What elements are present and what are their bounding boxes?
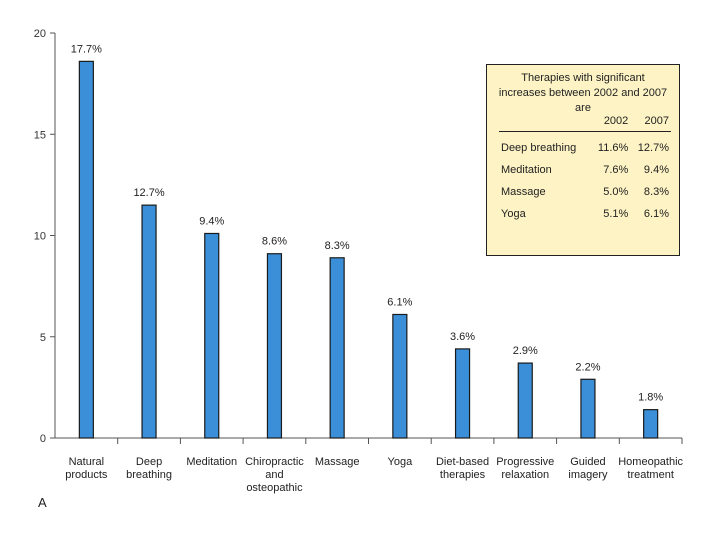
inset-header-row: 2002 2007 bbox=[499, 115, 671, 132]
inset-cell-2002: 7.6% bbox=[603, 164, 629, 176]
data-label: 8.3% bbox=[325, 240, 350, 252]
y-tick-label: 20 bbox=[34, 28, 46, 40]
inset-cell-2002: 5.0% bbox=[603, 186, 629, 198]
bar bbox=[141, 204, 157, 439]
bar bbox=[266, 253, 283, 439]
bar bbox=[329, 257, 345, 439]
bar bbox=[517, 362, 533, 439]
category-label: Progressive bbox=[496, 456, 554, 468]
inset-cell-therapy: Deep breathing bbox=[501, 142, 577, 154]
inset-table-box: Therapies with significant increases bet… bbox=[486, 64, 680, 256]
y-tick-label: 10 bbox=[34, 231, 46, 243]
inset-header-cell: 2002 bbox=[590, 115, 631, 132]
data-label: 9.4% bbox=[199, 215, 224, 227]
inset-cell-2002: 5.1% bbox=[603, 208, 629, 220]
inset-title-line: increases between 2002 and 2007 are bbox=[498, 87, 668, 114]
data-label: 3.6% bbox=[450, 331, 475, 343]
inset-cell-2007: 12.7% bbox=[637, 142, 669, 154]
inset-title-line: Therapies with significant bbox=[521, 72, 645, 84]
data-label: 17.7% bbox=[71, 43, 102, 55]
category-label: Natural bbox=[69, 456, 104, 468]
data-label: 12.7% bbox=[133, 187, 164, 199]
inset-title: Therapies with significant increases bet… bbox=[487, 71, 679, 116]
inset-cell-2007: 9.4% bbox=[643, 164, 669, 176]
category-label: osteopathic bbox=[246, 482, 303, 494]
panel-letter: A bbox=[38, 495, 47, 510]
bar bbox=[78, 60, 94, 439]
inset-cell-2002: 11.6% bbox=[597, 142, 629, 154]
inset-row: Deep breathing 11.6% 12.7% bbox=[499, 132, 671, 154]
inset-header-cell: 2007 bbox=[630, 115, 671, 132]
category-label: Meditation bbox=[186, 456, 237, 468]
category-label: Massage bbox=[315, 456, 360, 468]
category-label: therapies bbox=[440, 469, 486, 481]
category-label: Homeopathic bbox=[618, 456, 683, 468]
bar bbox=[204, 232, 220, 439]
data-label: 6.1% bbox=[387, 296, 412, 308]
y-tick-label: 0 bbox=[40, 433, 46, 445]
inset-cell-2007: 6.1% bbox=[643, 208, 669, 220]
category-label: Diet-based bbox=[436, 456, 489, 468]
data-label: 1.8% bbox=[638, 392, 663, 404]
data-label: 2.2% bbox=[575, 361, 600, 373]
inset-header-cell bbox=[499, 115, 591, 132]
inset-cell-therapy: Massage bbox=[501, 186, 546, 198]
inset-cell-2007: 8.3% bbox=[643, 186, 669, 198]
category-label: Deep bbox=[136, 456, 162, 468]
bar bbox=[643, 409, 659, 439]
inset-row: Meditation 7.6% 9.4% bbox=[499, 154, 671, 176]
bar bbox=[454, 348, 471, 439]
category-label: breathing bbox=[126, 469, 172, 481]
category-label: Chiropractic bbox=[245, 456, 304, 468]
inset-row: Massage 5.0% 8.3% bbox=[499, 176, 671, 198]
bar bbox=[392, 313, 408, 439]
category-label: treatment bbox=[627, 469, 673, 481]
category-label: and bbox=[265, 469, 283, 481]
inset-cell-therapy: Yoga bbox=[501, 208, 526, 220]
inset-cell-therapy: Meditation bbox=[501, 164, 552, 176]
y-tick-label: 15 bbox=[34, 129, 46, 141]
category-label: products bbox=[65, 469, 108, 481]
category-label: Yoga bbox=[388, 456, 414, 468]
category-label: Guided bbox=[570, 456, 605, 468]
category-label: relaxation bbox=[501, 469, 549, 481]
category-label: imagery bbox=[568, 469, 608, 481]
bar bbox=[580, 378, 596, 439]
data-label: 8.6% bbox=[262, 236, 287, 248]
y-tick-label: 5 bbox=[40, 332, 46, 344]
data-label: 2.9% bbox=[513, 345, 538, 357]
inset-table: 2002 2007 Deep breathing 11.6% 12.7% Med… bbox=[499, 115, 671, 220]
inset-row: Yoga 5.1% 6.1% bbox=[499, 198, 671, 220]
